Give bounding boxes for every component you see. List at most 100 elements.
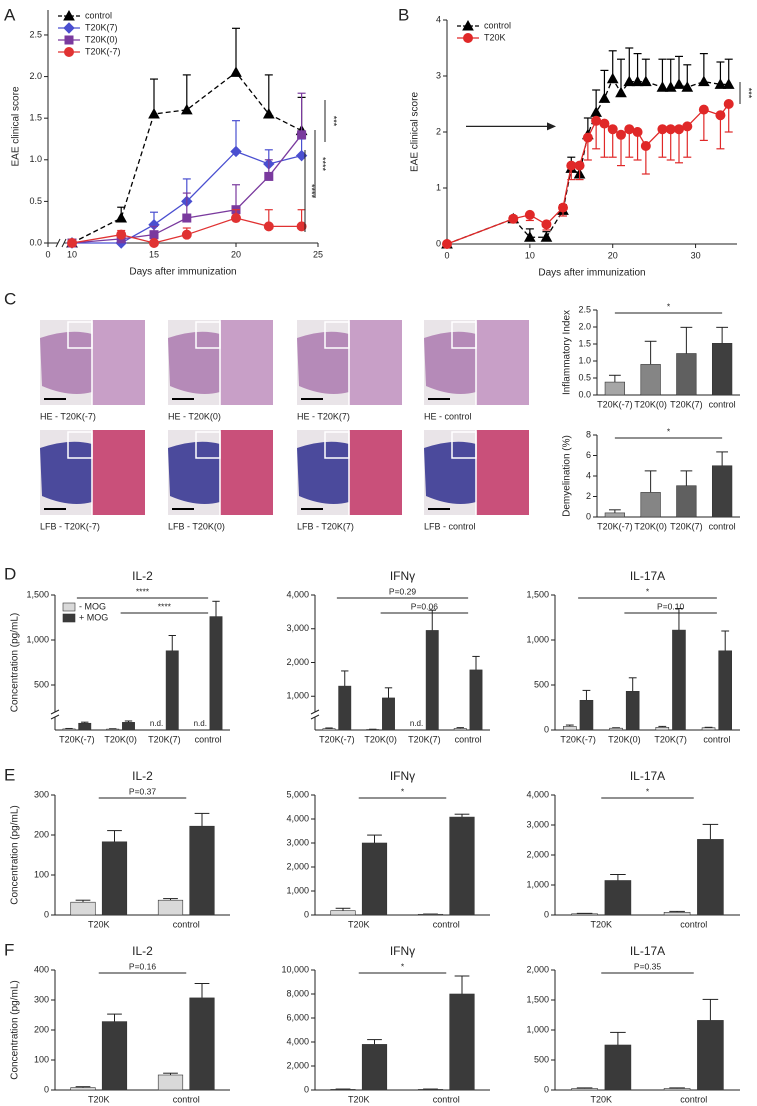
axis-break-gap xyxy=(51,712,59,717)
bar xyxy=(718,650,732,731)
tissue xyxy=(424,441,476,504)
y-tick-label: 2,000 xyxy=(286,1060,309,1070)
x-axis-label: Days after immunization xyxy=(129,267,236,278)
legend-marker xyxy=(64,35,74,45)
x-tick-label: control xyxy=(433,1094,460,1104)
chart-title: IFNγ xyxy=(390,569,415,583)
y-tick-label: 1.5 xyxy=(578,338,591,348)
x-tick-label: T20K(-7) xyxy=(597,521,633,531)
y-tick-label: 1,000 xyxy=(526,1024,549,1034)
marker xyxy=(180,103,193,115)
bar xyxy=(189,997,215,1091)
y-axis-label: Concentration (pg/mL) xyxy=(10,805,21,905)
bar xyxy=(663,911,691,916)
y-tick-label: 200 xyxy=(34,1024,49,1034)
bar xyxy=(571,1088,598,1091)
axis-break xyxy=(310,709,320,715)
bar xyxy=(361,1044,388,1091)
bar xyxy=(330,910,356,916)
marker xyxy=(698,75,710,87)
marker xyxy=(715,110,726,121)
marker xyxy=(566,160,577,171)
y-tick-label: 1,500 xyxy=(26,589,49,599)
tissue xyxy=(40,331,92,394)
y-tick-label: 1.0 xyxy=(578,355,591,365)
chart-title: IL-2 xyxy=(132,944,153,958)
significance-label: **** xyxy=(136,586,150,596)
marker xyxy=(656,81,669,92)
panel-letter: E xyxy=(4,765,15,784)
legend-label: T20K(-7) xyxy=(85,46,121,56)
marker xyxy=(116,229,127,240)
x-tick-label: T20K(0) xyxy=(634,521,667,531)
bar xyxy=(711,343,733,396)
y-tick-label: 0.0 xyxy=(578,389,591,399)
y-tick-label: 400 xyxy=(34,964,49,974)
bar xyxy=(663,1088,691,1091)
bar xyxy=(417,913,444,916)
bar xyxy=(122,722,135,731)
bar xyxy=(655,726,670,731)
y-axis-label: EAE clinical score xyxy=(11,86,22,166)
x-tick-label: 30 xyxy=(691,250,701,260)
y-tick-label: 0 xyxy=(544,724,549,734)
bar xyxy=(449,816,475,916)
x-tick-label: 10 xyxy=(67,249,77,259)
y-tick-label: 8,000 xyxy=(286,988,309,998)
x-tick-label: T20K(-7) xyxy=(560,734,596,744)
bar xyxy=(189,825,215,916)
bar xyxy=(157,1074,184,1091)
x-tick-label: T20K(-7) xyxy=(597,399,633,409)
axis-break xyxy=(61,238,67,248)
marker xyxy=(615,86,627,98)
y-tick-label: 0 xyxy=(436,238,441,248)
zoom-inset xyxy=(476,430,529,515)
significance-label: * xyxy=(646,786,650,796)
y-tick-label: 0 xyxy=(304,1084,309,1094)
legend-label: + MOG xyxy=(79,612,108,622)
x-tick-label: T20K xyxy=(88,919,110,929)
bar xyxy=(70,1087,96,1091)
zoom-inset xyxy=(220,430,273,515)
y-tick-label: 4,000 xyxy=(286,1036,309,1046)
bar xyxy=(676,353,697,396)
bar xyxy=(604,1044,632,1091)
bar xyxy=(101,1021,128,1091)
tissue xyxy=(168,331,220,394)
tissue xyxy=(297,331,349,394)
y-tick-label: 1,500 xyxy=(526,589,549,599)
bar xyxy=(449,993,475,1091)
marker xyxy=(665,124,676,135)
significance-label: * xyxy=(646,586,650,596)
legend-label: control xyxy=(85,10,112,20)
y-tick-label: 6 xyxy=(586,450,591,460)
y-axis-label: Inflammatory Index xyxy=(562,310,573,395)
y-tick-label: 8 xyxy=(586,429,591,439)
bar xyxy=(453,728,467,731)
image-caption: HE - T20K(0) xyxy=(168,411,221,421)
bar xyxy=(672,629,686,731)
y-tick-label: 3 xyxy=(436,70,441,80)
bar xyxy=(382,697,395,731)
x-tick-label: T20K xyxy=(590,919,612,929)
x-tick-label: T20K(-7) xyxy=(319,734,355,744)
marker xyxy=(607,124,618,135)
legend-swatch xyxy=(62,613,76,623)
x-tick-label: T20K(7) xyxy=(408,734,441,744)
y-tick-label: 1,000 xyxy=(526,879,549,889)
image-caption: LFB - T20K(-7) xyxy=(40,521,100,531)
marker xyxy=(632,127,643,137)
y-tick-label: 200 xyxy=(34,829,49,839)
significance-label: * xyxy=(401,961,405,971)
image-caption: HE - control xyxy=(424,411,472,421)
y-tick-label: 2,000 xyxy=(526,849,549,859)
panel-letter: C xyxy=(4,289,16,308)
y-tick-label: 2.5 xyxy=(578,304,591,314)
axis-break xyxy=(50,714,60,720)
significance-label: P=0.10 xyxy=(657,601,684,611)
y-axis-label: Demyelination (%) xyxy=(562,435,573,517)
marker xyxy=(230,145,242,158)
tissue xyxy=(168,441,220,504)
y-tick-label: 0 xyxy=(544,1084,549,1094)
